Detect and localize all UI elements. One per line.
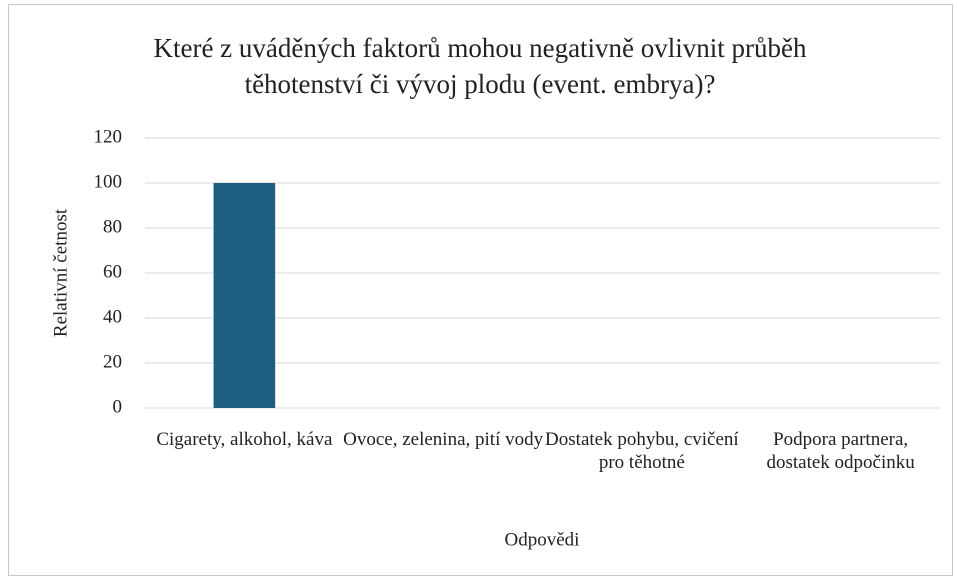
y-tick-label: 100	[94, 171, 123, 192]
y-tick-label: 60	[103, 261, 122, 282]
y-tick-label: 40	[103, 306, 122, 327]
x-tick-label: Cigarety, alkohol, káva	[156, 429, 333, 450]
x-tick-label: Dostatek pohybu, cvičení pro těhotné	[545, 429, 739, 473]
x-axis-label: Odpovědi	[505, 529, 580, 550]
x-tick-label: Podpora partnera, dostatek odpočinku	[766, 429, 915, 473]
y-tick-label: 80	[103, 216, 122, 237]
y-tick-label: 0	[113, 396, 123, 417]
y-tick-label: 120	[94, 126, 123, 147]
y-tick-label: 20	[103, 351, 122, 372]
bar	[213, 183, 276, 408]
y-axis-label: Relativní četnost	[50, 208, 71, 337]
chart-title: Které z uváděných faktorů mohou negativn…	[153, 33, 807, 99]
chart-frame	[8, 4, 953, 576]
x-tick-label: Ovoce, zelenina, pití vody	[343, 429, 544, 450]
